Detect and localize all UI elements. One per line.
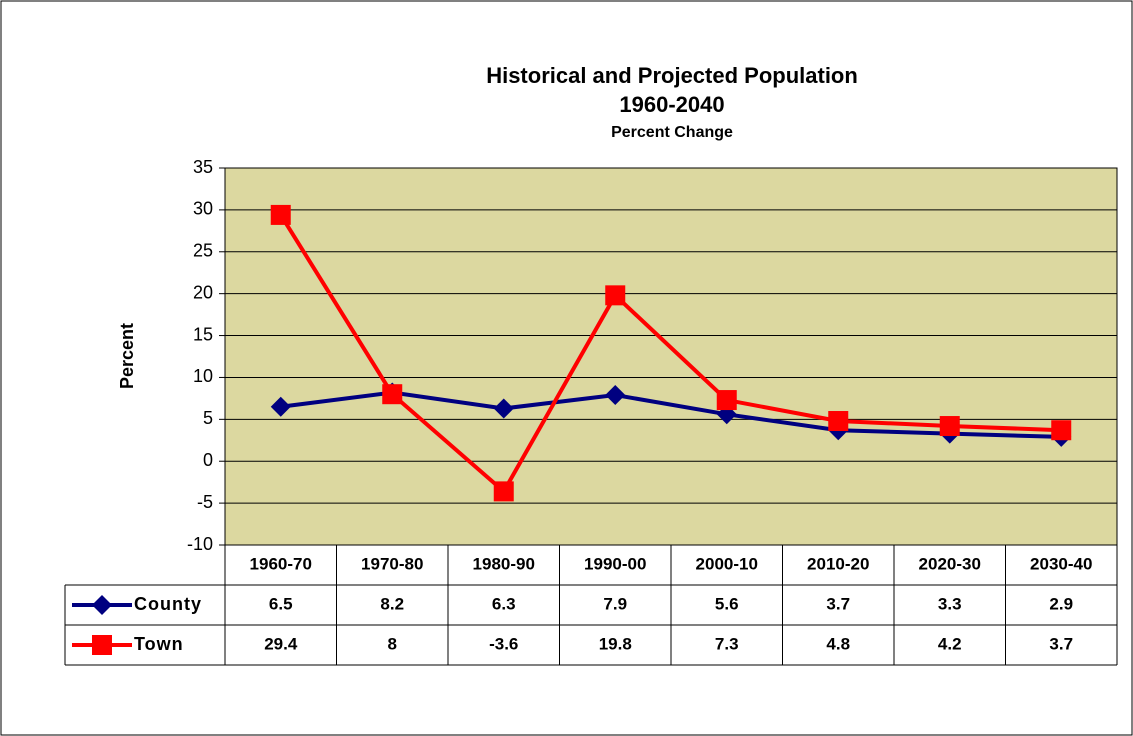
data-point xyxy=(605,385,626,406)
table-value: 4.8 xyxy=(826,634,850,653)
data-point xyxy=(270,396,291,417)
y-tick-label: -5 xyxy=(197,492,213,512)
x-tick-label: 1960-70 xyxy=(250,554,312,573)
data-point xyxy=(493,398,514,419)
x-tick-label: 2010-20 xyxy=(807,554,869,573)
data-point xyxy=(828,411,849,432)
series-line xyxy=(279,213,1062,495)
table-value: 8.2 xyxy=(380,594,404,613)
table-value: 6.5 xyxy=(269,594,293,613)
data-point xyxy=(382,384,403,405)
table-value: 19.8 xyxy=(599,634,632,653)
legend-label: County xyxy=(134,594,202,614)
x-tick-label: 2000-10 xyxy=(696,554,758,573)
y-tick-label: 10 xyxy=(193,366,213,386)
x-tick-label: 1980-90 xyxy=(473,554,535,573)
table-value: 3.3 xyxy=(938,594,962,613)
chart-title: Historical and Projected Population xyxy=(486,63,858,88)
series-line xyxy=(280,390,1062,439)
y-tick-label: 30 xyxy=(193,199,213,219)
y-tick-label: -10 xyxy=(187,534,213,554)
legend-label: Town xyxy=(134,634,184,654)
table-value: 5.6 xyxy=(715,594,739,613)
legend-marker xyxy=(92,595,112,615)
table-value: 6.3 xyxy=(492,594,516,613)
x-tick-label: 2020-30 xyxy=(919,554,981,573)
data-point xyxy=(716,390,737,411)
data-point xyxy=(939,416,960,437)
y-axis-label: Percent xyxy=(117,323,137,389)
table-value: 7.3 xyxy=(715,634,739,653)
y-tick-label: 20 xyxy=(193,282,213,302)
y-tick-label: 0 xyxy=(203,450,213,470)
table-value: 2.9 xyxy=(1049,594,1073,613)
table-value: -3.6 xyxy=(489,634,518,653)
table-value: 29.4 xyxy=(264,634,298,653)
table-value: 7.9 xyxy=(603,594,627,613)
x-tick-label: 2030-40 xyxy=(1030,554,1092,573)
legend-marker xyxy=(92,635,112,655)
table-value: 4.2 xyxy=(938,634,962,653)
data-point xyxy=(270,204,291,225)
data-point xyxy=(493,481,514,502)
y-tick-label: 5 xyxy=(203,408,213,428)
plot-area xyxy=(225,168,1117,545)
y-tick-label: 25 xyxy=(193,241,213,261)
data-point xyxy=(1051,420,1072,441)
table-value: 3.7 xyxy=(826,594,850,613)
chart-subtitle: 1960-2040 xyxy=(619,92,724,117)
data-point xyxy=(605,285,626,306)
x-tick-label: 1970-80 xyxy=(361,554,423,573)
table-value: 8 xyxy=(388,634,397,653)
x-tick-label: 1990-00 xyxy=(584,554,646,573)
chart-caption: Percent Change xyxy=(611,124,733,141)
table-value: 3.7 xyxy=(1049,634,1073,653)
y-tick-label: 35 xyxy=(193,157,213,177)
y-tick-label: 15 xyxy=(193,324,213,344)
